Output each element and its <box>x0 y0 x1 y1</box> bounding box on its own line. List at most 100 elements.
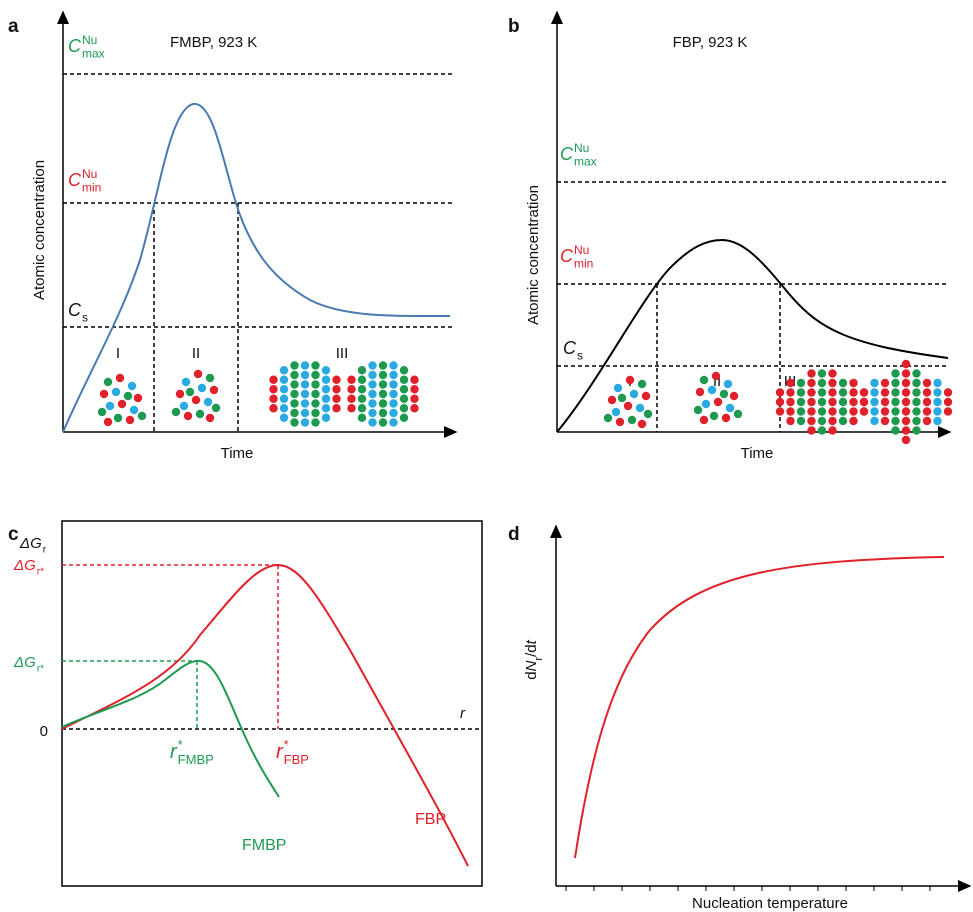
atom <box>311 399 320 408</box>
label-part: t <box>523 639 540 644</box>
atom <box>807 426 816 435</box>
panel-title: FBP, 923 K <box>673 34 748 51</box>
atom <box>933 407 942 416</box>
atom <box>300 361 310 370</box>
atom <box>943 388 953 397</box>
atom <box>321 385 331 394</box>
atom <box>775 397 785 407</box>
superscript: * <box>284 737 289 752</box>
atom <box>378 389 388 399</box>
atom <box>99 389 109 399</box>
subscript: r* <box>37 664 44 675</box>
atom <box>786 378 795 388</box>
atom <box>185 387 195 397</box>
atom <box>838 407 848 416</box>
subscript: FMBP <box>178 752 214 767</box>
atom <box>137 411 147 421</box>
atom <box>311 389 320 399</box>
atom <box>838 397 848 407</box>
atom <box>817 378 827 388</box>
atom <box>695 387 705 397</box>
superscript: Nu <box>82 33 97 47</box>
atom <box>786 407 795 416</box>
atom <box>300 399 310 408</box>
atom <box>378 418 388 427</box>
atom <box>191 395 201 405</box>
atom <box>290 389 299 399</box>
atom <box>817 416 827 426</box>
atom <box>891 416 900 426</box>
superscript: Nu <box>574 243 589 257</box>
atom <box>725 403 735 413</box>
atom <box>290 418 299 427</box>
atom <box>870 397 879 407</box>
atom <box>838 388 848 397</box>
atom <box>693 405 703 415</box>
atom <box>807 369 816 378</box>
atom <box>410 375 419 384</box>
atom <box>870 407 879 416</box>
atom <box>699 415 709 425</box>
atom <box>838 378 848 388</box>
atom <box>181 377 191 387</box>
atom <box>807 407 816 416</box>
atom <box>269 375 278 384</box>
atom <box>357 375 367 384</box>
subscript: s <box>577 348 583 362</box>
atom <box>389 361 398 370</box>
atom <box>105 401 115 411</box>
atom <box>729 391 739 401</box>
atom <box>378 408 388 418</box>
atom <box>300 389 310 399</box>
atom <box>912 397 921 407</box>
x-axis-label: r <box>460 705 466 722</box>
atom <box>269 385 278 394</box>
atom <box>699 375 709 385</box>
atom <box>933 397 942 407</box>
atom <box>859 397 869 407</box>
atom <box>912 369 921 378</box>
panel-d: d dNr/dt Nucleation temperature <box>508 524 972 912</box>
atom <box>807 378 816 388</box>
atom <box>786 397 795 407</box>
stage-label: III <box>336 345 349 362</box>
subscript: max <box>574 154 597 168</box>
atom <box>357 394 367 403</box>
atom <box>368 361 377 370</box>
atom <box>849 407 858 416</box>
concentration-curve <box>556 238 949 433</box>
atom <box>828 378 837 388</box>
atom <box>912 378 921 388</box>
atom <box>933 416 942 426</box>
atom <box>103 377 113 387</box>
atom <box>901 397 911 407</box>
atom <box>891 369 900 378</box>
atom <box>279 375 289 384</box>
subscript: max <box>82 46 105 60</box>
label-part: /d <box>523 644 540 657</box>
atom <box>796 388 806 397</box>
superscript: Nu <box>82 167 97 181</box>
atom <box>912 407 921 416</box>
label-part: N <box>523 660 540 671</box>
atom <box>203 397 213 407</box>
atom <box>269 394 278 403</box>
atom <box>311 361 320 370</box>
atom <box>807 416 816 426</box>
atom <box>721 413 731 423</box>
atom <box>870 378 879 388</box>
subscript: min <box>82 180 101 194</box>
atom <box>357 404 367 413</box>
atom <box>321 413 331 422</box>
atom <box>849 397 858 407</box>
fmbp-curve <box>61 659 280 798</box>
atom <box>880 378 890 388</box>
atom <box>933 378 942 388</box>
atom <box>723 379 733 389</box>
atom <box>389 389 398 399</box>
curve-label: FBP <box>415 811 446 828</box>
atom <box>193 369 203 379</box>
atom <box>607 395 617 405</box>
symbol-label: C <box>68 36 82 56</box>
